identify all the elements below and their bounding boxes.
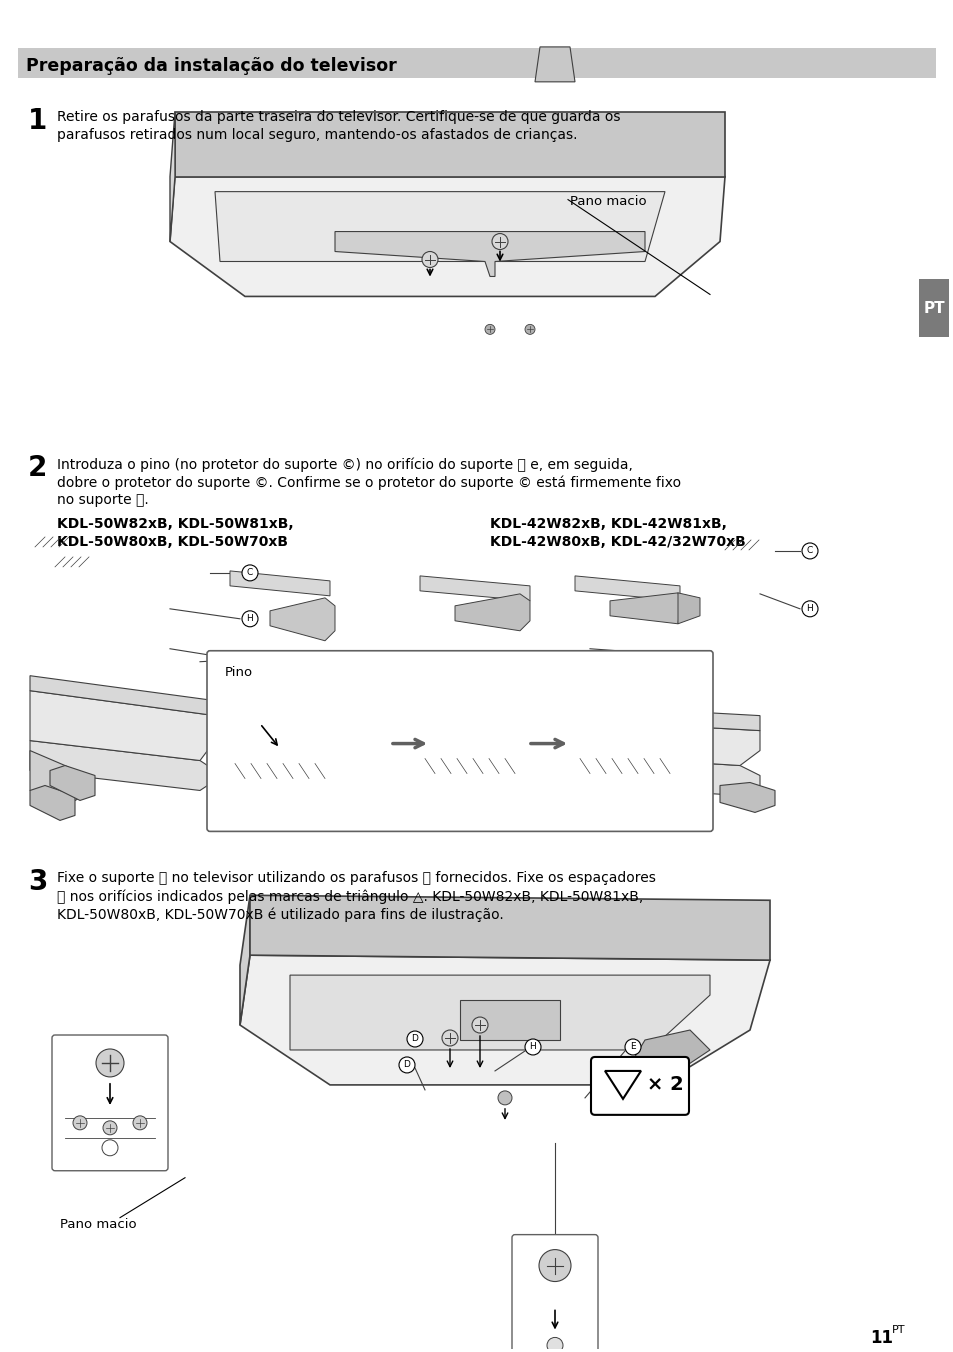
Polygon shape — [535, 47, 575, 82]
Text: ⓔ nos orifícios indicados pelas marcas de triângulo △. KDL-50W82xB, KDL-50W81xB,: ⓔ nos orifícios indicados pelas marcas d… — [57, 890, 642, 903]
Circle shape — [96, 1049, 124, 1078]
Circle shape — [624, 1038, 640, 1055]
Polygon shape — [240, 895, 250, 1025]
FancyBboxPatch shape — [512, 1234, 598, 1352]
Circle shape — [492, 234, 507, 250]
Circle shape — [441, 1030, 457, 1046]
Bar — [918, 280, 948, 338]
Text: E: E — [630, 1042, 635, 1052]
Text: Pano macio: Pano macio — [60, 1218, 136, 1230]
Text: H: H — [806, 604, 813, 614]
Polygon shape — [678, 594, 700, 623]
Text: Introduza o pino (no protetor do suporte ©) no orifício do suporte Ⓗ e, em segui: Introduza o pino (no protetor do suporte… — [57, 457, 632, 472]
Text: 1: 1 — [28, 107, 48, 135]
Polygon shape — [579, 756, 760, 795]
Text: Pano macio: Pano macio — [569, 195, 646, 208]
Text: 2: 2 — [28, 454, 48, 483]
Polygon shape — [459, 1000, 559, 1040]
Text: Preparação da instalação do televisor: Preparação da instalação do televisor — [26, 57, 396, 74]
Circle shape — [103, 1121, 117, 1134]
Text: D: D — [411, 1034, 418, 1044]
Text: PT: PT — [923, 301, 943, 316]
Polygon shape — [575, 576, 679, 600]
Text: KDL-42W80xB, KDL-42/32W70xB: KDL-42W80xB, KDL-42/32W70xB — [490, 535, 745, 549]
Text: KDL-50W80xB, KDL-50W70xB é utilizado para fins de ilustração.: KDL-50W80xB, KDL-50W70xB é utilizado par… — [57, 907, 503, 922]
Circle shape — [132, 1115, 147, 1130]
Polygon shape — [174, 112, 724, 177]
Text: 11: 11 — [869, 1329, 892, 1348]
Text: dobre o protetor do suporte ©. Confirme se o protetor do suporte © está firmemen: dobre o protetor do suporte ©. Confirme … — [57, 475, 680, 489]
Text: no suporte Ⓗ.: no suporte Ⓗ. — [57, 493, 149, 507]
Polygon shape — [629, 1030, 709, 1069]
Text: Fixe o suporte Ⓗ no televisor utilizando os parafusos ⓓ fornecidos. Fixe os espa: Fixe o suporte Ⓗ no televisor utilizando… — [57, 871, 656, 886]
Bar — [18, 47, 935, 78]
Polygon shape — [290, 975, 709, 1051]
FancyBboxPatch shape — [52, 1036, 168, 1171]
Circle shape — [546, 1337, 562, 1352]
Circle shape — [801, 600, 817, 617]
Circle shape — [801, 544, 817, 558]
Text: × 2: × 2 — [646, 1075, 683, 1094]
Polygon shape — [335, 231, 644, 276]
Polygon shape — [170, 112, 174, 242]
Circle shape — [472, 1017, 488, 1033]
Polygon shape — [250, 895, 769, 960]
FancyBboxPatch shape — [590, 1057, 688, 1115]
Text: parafusos retirados num local seguro, mantendo-os afastados de crianças.: parafusos retirados num local seguro, ma… — [57, 127, 577, 142]
Text: C: C — [806, 546, 812, 556]
Polygon shape — [230, 571, 330, 596]
Circle shape — [421, 251, 437, 268]
Text: C: C — [247, 568, 253, 577]
Polygon shape — [579, 721, 760, 765]
Polygon shape — [170, 177, 724, 296]
Circle shape — [484, 324, 495, 334]
Text: KDL-50W82xB, KDL-50W81xB,: KDL-50W82xB, KDL-50W81xB, — [57, 516, 294, 531]
Polygon shape — [30, 691, 214, 761]
Circle shape — [242, 565, 257, 581]
Text: Pino: Pino — [225, 665, 253, 679]
Polygon shape — [720, 783, 774, 813]
Text: H: H — [247, 614, 253, 623]
Circle shape — [538, 1249, 571, 1282]
Polygon shape — [214, 192, 664, 261]
Circle shape — [497, 1091, 512, 1105]
Polygon shape — [30, 750, 85, 806]
FancyBboxPatch shape — [207, 650, 712, 831]
Circle shape — [524, 1038, 540, 1055]
Text: D: D — [403, 1060, 410, 1069]
Polygon shape — [270, 598, 335, 641]
Circle shape — [242, 611, 257, 627]
Polygon shape — [240, 955, 769, 1084]
Text: KDL-50W80xB, KDL-50W70xB: KDL-50W80xB, KDL-50W70xB — [57, 535, 288, 549]
Polygon shape — [30, 676, 214, 715]
Polygon shape — [579, 706, 760, 730]
Polygon shape — [50, 765, 95, 800]
Polygon shape — [455, 594, 530, 631]
Text: Retire os parafusos da parte traseira do televisor. Certifique-se de que guarda : Retire os parafusos da parte traseira do… — [57, 110, 619, 124]
Polygon shape — [419, 576, 530, 600]
Circle shape — [407, 1032, 422, 1046]
Text: PT: PT — [891, 1325, 904, 1336]
Circle shape — [73, 1115, 87, 1130]
Polygon shape — [30, 741, 214, 791]
Text: 3: 3 — [28, 868, 48, 896]
Circle shape — [524, 324, 535, 334]
Circle shape — [398, 1057, 415, 1073]
Polygon shape — [609, 594, 679, 623]
Text: H: H — [529, 1042, 536, 1052]
Text: KDL-42W82xB, KDL-42W81xB,: KDL-42W82xB, KDL-42W81xB, — [490, 516, 726, 531]
Polygon shape — [30, 786, 75, 821]
